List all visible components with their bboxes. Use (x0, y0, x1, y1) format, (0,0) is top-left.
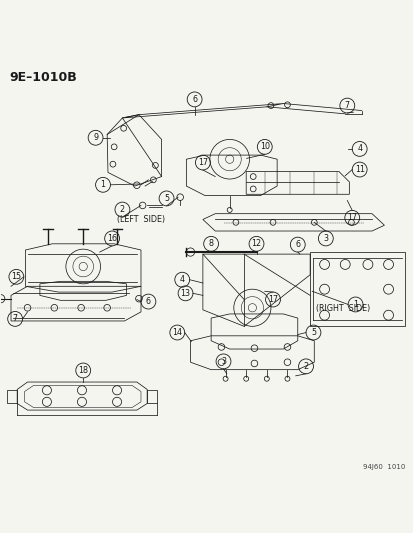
Text: 6: 6 (294, 240, 299, 249)
Text: 14: 14 (172, 328, 182, 337)
Text: 15: 15 (11, 272, 21, 281)
Text: 9E–1010B: 9E–1010B (9, 70, 76, 84)
Text: 3: 3 (323, 234, 328, 243)
Text: 5: 5 (310, 328, 315, 337)
Text: 16: 16 (107, 234, 117, 243)
Text: 8: 8 (208, 239, 213, 248)
Text: 7: 7 (344, 101, 349, 110)
Text: 10: 10 (259, 142, 269, 151)
Text: (RIGHT  SIDE): (RIGHT SIDE) (315, 304, 369, 313)
Text: 17: 17 (347, 213, 356, 222)
Text: 18: 18 (78, 366, 88, 375)
Text: 7: 7 (12, 314, 18, 324)
Text: 2: 2 (119, 205, 125, 214)
Text: 17: 17 (267, 295, 278, 304)
Text: 12: 12 (251, 239, 261, 248)
Text: 2: 2 (303, 362, 308, 371)
Text: 3: 3 (221, 357, 225, 366)
Text: 4: 4 (356, 144, 361, 154)
Text: 11: 11 (354, 165, 364, 174)
Text: 9: 9 (93, 133, 98, 142)
Text: 1: 1 (100, 180, 105, 189)
Text: 17: 17 (197, 158, 207, 167)
Text: 1: 1 (352, 300, 357, 309)
Text: (LEFT  SIDE): (LEFT SIDE) (116, 215, 165, 224)
Text: 4: 4 (179, 275, 184, 284)
Text: 5: 5 (164, 194, 169, 203)
Text: 94J60  1010: 94J60 1010 (362, 464, 404, 470)
Text: 13: 13 (180, 289, 190, 298)
Text: 6: 6 (192, 95, 197, 104)
Text: 6: 6 (145, 297, 151, 306)
